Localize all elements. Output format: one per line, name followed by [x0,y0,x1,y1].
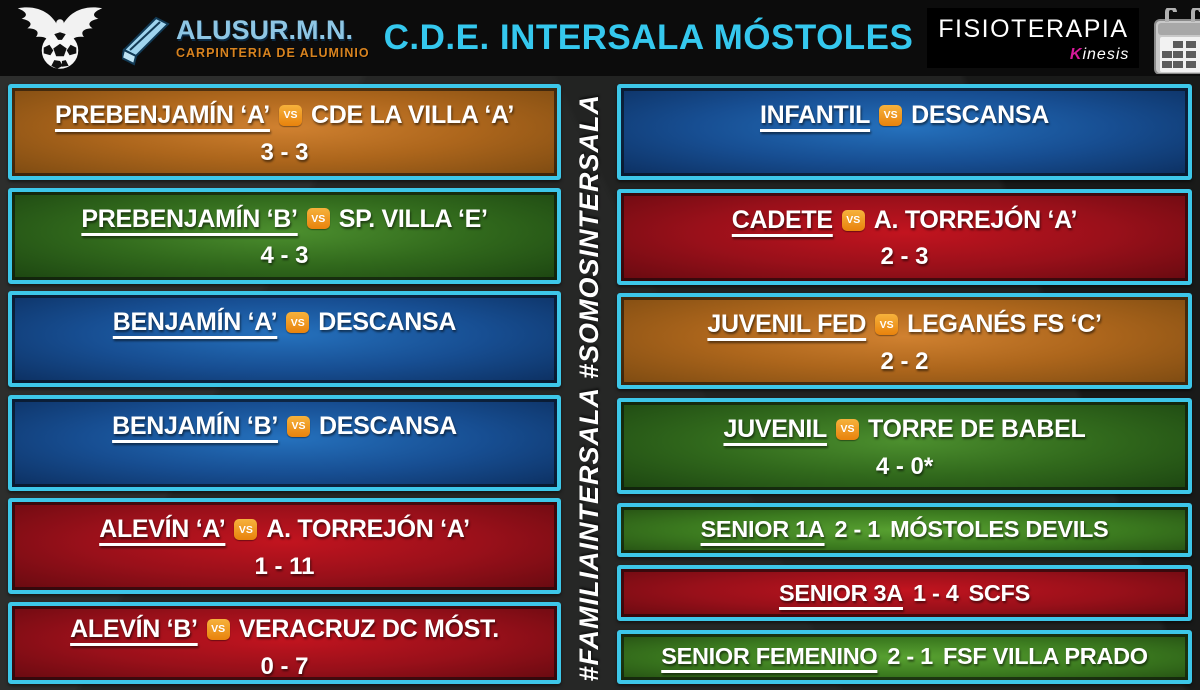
score-label: 2 - 2 [880,348,929,376]
team-label: ALEVÍN ‘B’ [70,614,198,643]
alusur-tagline: CARPINTERIA DE ALUMINIO [176,45,370,60]
results-area: PREBENJAMÍN ‘A’ VS CDE LA VILLA ‘A’ 3 - 3 … [0,76,1200,690]
vs-icon: VS [278,104,302,126]
fisioterapia-logo: FISIOTERAPIA Kinesis [927,8,1140,68]
team-label: BENJAMÍN ‘B’ [112,411,278,440]
winged-soccer-ball-icon [17,7,103,69]
vs-icon: VS [835,418,859,440]
alusur-name: ALUSUR.M.N. [176,14,353,45]
match-card-prebenjamin-b: PREBENJAMÍN ‘B’ VS SP. VILLA ‘E’ 4 - 3 [8,187,561,284]
match-card-alevin-b: ALEVÍN ‘B’ VS VERACRUZ DC MÓST. 0 - 7 [8,601,561,684]
vs-icon: VS [841,209,865,231]
team-label: ALEVÍN ‘A’ [99,515,226,544]
aluminium-profile-icon [122,16,170,66]
score-label: 2 - 1 [834,516,881,543]
match-card-alevin-a: ALEVÍN ‘A’ VS A. TORREJÓN ‘A’ 1 - 11 [8,498,561,595]
team-label: CADETE [731,205,833,234]
team-label: JUVENIL FED [707,310,867,339]
match-card-cadete: CADETE VS A. TORREJÓN ‘A’ 2 - 3 [617,188,1192,285]
opponent-label: MÓSTOLES DEVILS [890,516,1109,543]
opponent-label: SP. VILLA ‘E’ [338,204,488,233]
score-label: 2 - 3 [880,243,929,271]
score-label: 4 - 0* [875,452,934,480]
hashtag-strip: #SOMOSINTERSALA #FAMILIAINTERSALA [561,84,617,684]
vs-icon: VS [286,415,310,437]
score-label: 4 - 3 [260,242,309,270]
team-label: INFANTIL [760,101,871,129]
score-label: 0 - 7 [260,652,309,680]
left-results-column: PREBENJAMÍN ‘A’ VS CDE LA VILLA ‘A’ 3 - 3 … [8,84,561,684]
team-label: SENIOR 1A [700,516,825,543]
vs-icon: VS [234,519,258,541]
right-results-column: INFANTIL VS DESCANSA CADETE VS A. TORREJÓN ‘… [617,84,1192,684]
team-label: PREBENJAMÍN ‘B’ [81,204,298,233]
alusur-logo: ALUSUR.M.N. CARPINTERIA DE ALUMINIO [122,10,370,66]
header-bar: ALUSUR.M.N. CARPINTERIA DE ALUMINIO C.D.… [0,0,1200,76]
team-label: PREBENJAMÍN ‘A’ [54,101,270,129]
opponent-label: DESCANSA [318,308,457,337]
match-card-juvenil: JUVENIL VS TORRE DE BABEL 4 - 0* [617,397,1192,494]
opponent-label: FSF VILLA PRADO [942,643,1148,670]
team-label: BENJAMÍN ‘A’ [112,308,278,337]
kinesis-label: Kinesis [1069,46,1130,63]
opponent-label: LEGANÉS FS ‘C’ [907,310,1102,339]
opponent-label: SCFS [968,579,1031,606]
team-label: SENIOR FEMENINO [661,643,878,670]
hashtag-familia: #FAMILIAINTERSALA [573,387,604,682]
fisioterapia-name: FISIOTERAPIA [938,15,1129,43]
match-card-juvenil-fed: JUVENIL FED VS LEGANÉS FS ‘C’ 2 - 2 [617,293,1192,390]
opponent-label: VERACRUZ DC MÓST. [238,614,499,643]
team-label: JUVENIL [723,414,827,443]
vs-icon: VS [206,618,230,640]
opponent-label: DESCANSA [318,411,457,440]
match-card-senior-femenino: SENIOR FEMENINO 2 - 1 FSF VILLA PRADO [617,629,1192,684]
opponent-label: A. TORREJÓN ‘A’ [266,515,470,544]
opponent-label: CDE LA VILLA ‘A’ [310,101,515,129]
score-label: 1 - 4 [912,579,959,606]
team-label: SENIOR 3A [779,579,903,606]
opponent-label: TORRE DE BABEL [867,414,1086,443]
vs-icon: VS [306,208,330,230]
match-card-senior-1a: SENIOR 1A 2 - 1 MÓSTOLES DEVILS [617,502,1192,557]
vs-icon: VS [875,314,899,336]
page-title: C.D.E. INTERSALA MÓSTOLES [383,18,914,57]
match-card-benjamin-b: BENJAMÍN ‘B’ VS DESCANSA [8,394,561,491]
vs-icon: VS [286,312,310,334]
hashtag-somos: #SOMOSINTERSALA [573,94,604,380]
match-card-benjamin-a: BENJAMÍN ‘A’ VS DESCANSA [8,291,561,388]
opponent-label: A. TORREJÓN ‘A’ [873,205,1078,234]
calendar-icon [1154,8,1200,74]
match-card-prebenjamin-a: PREBENJAMÍN ‘A’ VS CDE LA VILLA ‘A’ 3 - 3 [8,84,561,180]
score-label: 1 - 11 [254,553,315,581]
vs-icon: VS [879,104,903,126]
opponent-label: DESCANSA [911,101,1049,129]
score-label: 2 - 1 [887,643,933,670]
match-card-infantil: INFANTIL VS DESCANSA [617,84,1192,180]
score-label: 3 - 3 [260,138,309,166]
match-card-senior-3a: SENIOR 3A 1 - 4 SCFS [617,565,1192,622]
